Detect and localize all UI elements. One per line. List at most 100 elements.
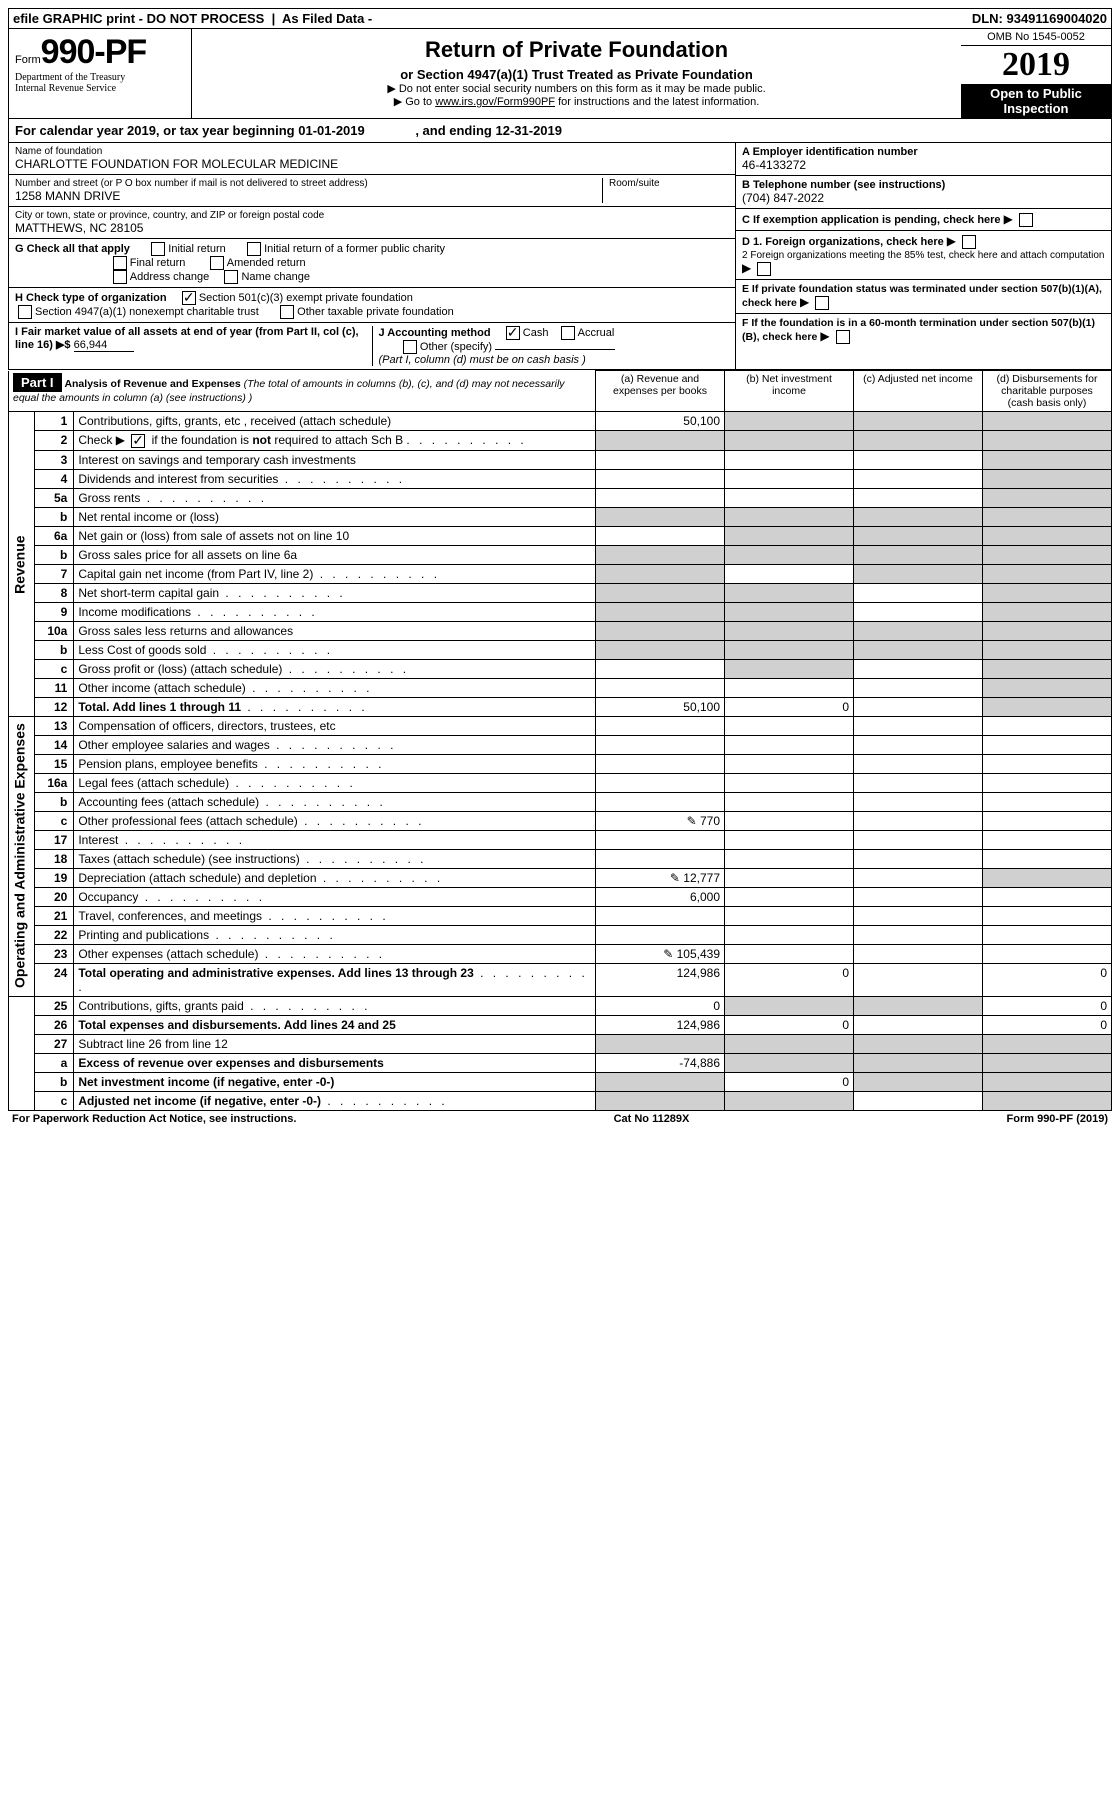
4947a1-checkbox[interactable] [18,305,32,319]
warn-1: ▶ Do not enter social security numbers o… [198,82,955,95]
ein-cell: A Employer identification number 46-4133… [736,143,1111,176]
table-row: 10aGross sales less returns and allowanc… [9,621,1112,640]
cat-no: Cat No 11289X [614,1113,690,1125]
table-row: 21Travel, conferences, and meetings [9,906,1112,925]
table-row: 27Subtract line 26 from line 12 [9,1034,1112,1053]
part-1-title: Analysis of Revenue and Expenses [64,378,240,390]
table-row: 3Interest on savings and temporary cash … [9,450,1112,469]
table-row: bGross sales price for all assets on lin… [9,545,1112,564]
table-row: cAdjusted net income (if negative, enter… [9,1091,1112,1110]
table-row: 14Other employee salaries and wages [9,735,1112,754]
table-row: Operating and Administrative Expenses 13… [9,716,1112,735]
table-row: 17Interest [9,830,1112,849]
form-ref: Form 990-PF (2019) [1007,1113,1108,1125]
table-row: 18Taxes (attach schedule) (see instructi… [9,849,1112,868]
page-footer: For Paperwork Reduction Act Notice, see … [8,1111,1112,1127]
attach-icon[interactable]: ✎ [687,814,697,828]
name-change-checkbox[interactable] [224,270,238,284]
part-1-table: Part I Analysis of Revenue and Expenses … [8,370,1112,1111]
box-e-checkbox[interactable] [815,296,829,310]
address-change-checkbox[interactable] [113,270,127,284]
table-row: bLess Cost of goods sold [9,640,1112,659]
tel-cell: B Telephone number (see instructions) (7… [736,176,1111,209]
address-cell: Number and street (or P O box number if … [9,175,735,207]
table-row: bNet rental income or (loss) [9,507,1112,526]
table-row: bNet investment income (if negative, ent… [9,1072,1112,1091]
col-b-header: (b) Net investment income [725,371,854,412]
box-c-checkbox[interactable] [1019,213,1033,227]
fmv-value: 66,944 [74,339,134,352]
table-row: 24Total operating and administrative exp… [9,963,1112,996]
calendar-year-row: For calendar year 2019, or tax year begi… [8,119,1112,143]
accrual-checkbox[interactable] [561,326,575,340]
box-f-checkbox[interactable] [836,330,850,344]
year-end: 12-31-2019 [495,123,562,138]
dept-1: Department of the Treasury [15,72,185,83]
table-row: 9Income modifications [9,602,1112,621]
box-c: C If exemption application is pending, c… [736,209,1111,231]
table-row: cGross profit or (loss) (attach schedule… [9,659,1112,678]
tax-year: 2019 [961,46,1111,84]
omb-number: OMB No 1545-0052 [961,29,1111,46]
form-title: Return of Private Foundation [198,37,955,63]
table-row: 12Total. Add lines 1 through 1150,1000 [9,697,1112,716]
form-header: Form990-PF Department of the Treasury In… [8,29,1112,119]
table-row: cOther professional fees (attach schedul… [9,811,1112,830]
box-d1-checkbox[interactable] [962,235,976,249]
box-d2-checkbox[interactable] [757,262,771,276]
asfiled-text: As Filed Data - [282,11,372,26]
box-d: D 1. Foreign organizations, check here ▶… [736,231,1111,280]
top-bar: efile GRAPHIC print - DO NOT PROCESS | A… [8,8,1112,29]
entity-right: A Employer identification number 46-4133… [735,143,1111,369]
irs-link[interactable]: www.irs.gov/Form990PF [435,96,555,108]
attach-icon[interactable]: ✎ [670,871,680,885]
table-row: 22Printing and publications [9,925,1112,944]
foundation-name-cell: Name of foundation CHARLOTTE FOUNDATION … [9,143,735,175]
dept-2: Internal Revenue Service [15,83,185,94]
amended-return-checkbox[interactable] [210,256,224,270]
initial-former-checkbox[interactable] [247,242,261,256]
final-return-checkbox[interactable] [113,256,127,270]
ein-value: 46-4133272 [742,158,1105,172]
schb-checkbox[interactable] [131,434,145,448]
part-1-header: Part I [13,373,62,392]
header-right: OMB No 1545-0052 2019 Open to Public Ins… [961,29,1111,118]
cash-checkbox[interactable] [506,326,520,340]
col-a-header: (a) Revenue and expenses per books [596,371,725,412]
year-begin: 01-01-2019 [298,123,365,138]
city-state-zip: MATTHEWS, NC 28105 [15,221,729,235]
form-word: Form [15,54,41,66]
foundation-name: CHARLOTTE FOUNDATION FOR MOLECULAR MEDIC… [15,157,729,171]
col-c-header: (c) Adjusted net income [854,371,983,412]
501c3-checkbox[interactable] [182,291,196,305]
table-row: 2Check ▶ if the foundation is not requir… [9,431,1112,451]
entity-left: Name of foundation CHARLOTTE FOUNDATION … [9,143,735,369]
efile-text: efile GRAPHIC print - DO NOT PROCESS [13,11,264,26]
box-i-j: I Fair market value of all assets at end… [9,323,735,369]
box-e: E If private foundation status was termi… [736,280,1111,314]
col-d-header: (d) Disbursements for charitable purpose… [983,371,1112,412]
room-label: Room/suite [609,178,729,189]
dln-text: DLN: 93491169004020 [972,11,1107,26]
table-row: bAccounting fees (attach schedule) [9,792,1112,811]
header-left: Form990-PF Department of the Treasury In… [9,29,192,118]
attach-icon[interactable]: ✎ [663,947,673,961]
cash-basis-note: (Part I, column (d) must be on cash basi… [379,354,586,366]
table-row: 7Capital gain net income (from Part IV, … [9,564,1112,583]
header-center: Return of Private Foundation or Section … [192,29,961,118]
table-row: 23Other expenses (attach schedule)✎ 105,… [9,944,1112,963]
table-row: Revenue 1Contributions, gifts, grants, e… [9,412,1112,431]
warn-2: ▶ Go to www.irs.gov/Form990PF for instru… [198,95,955,108]
paperwork-notice: For Paperwork Reduction Act Notice, see … [12,1113,296,1125]
form-number: 990-PF [41,33,147,71]
table-row: aExcess of revenue over expenses and dis… [9,1053,1112,1072]
other-method-checkbox[interactable] [403,340,417,354]
city-cell: City or town, state or province, country… [9,207,735,239]
initial-return-checkbox[interactable] [151,242,165,256]
table-row: 8Net short-term capital gain [9,583,1112,602]
other-taxable-checkbox[interactable] [280,305,294,319]
box-h: H Check type of organization Section 501… [9,288,735,323]
table-row: 6aNet gain or (loss) from sale of assets… [9,526,1112,545]
entity-info: Name of foundation CHARLOTTE FOUNDATION … [8,143,1112,370]
box-g: G Check all that apply Initial return In… [9,239,735,288]
